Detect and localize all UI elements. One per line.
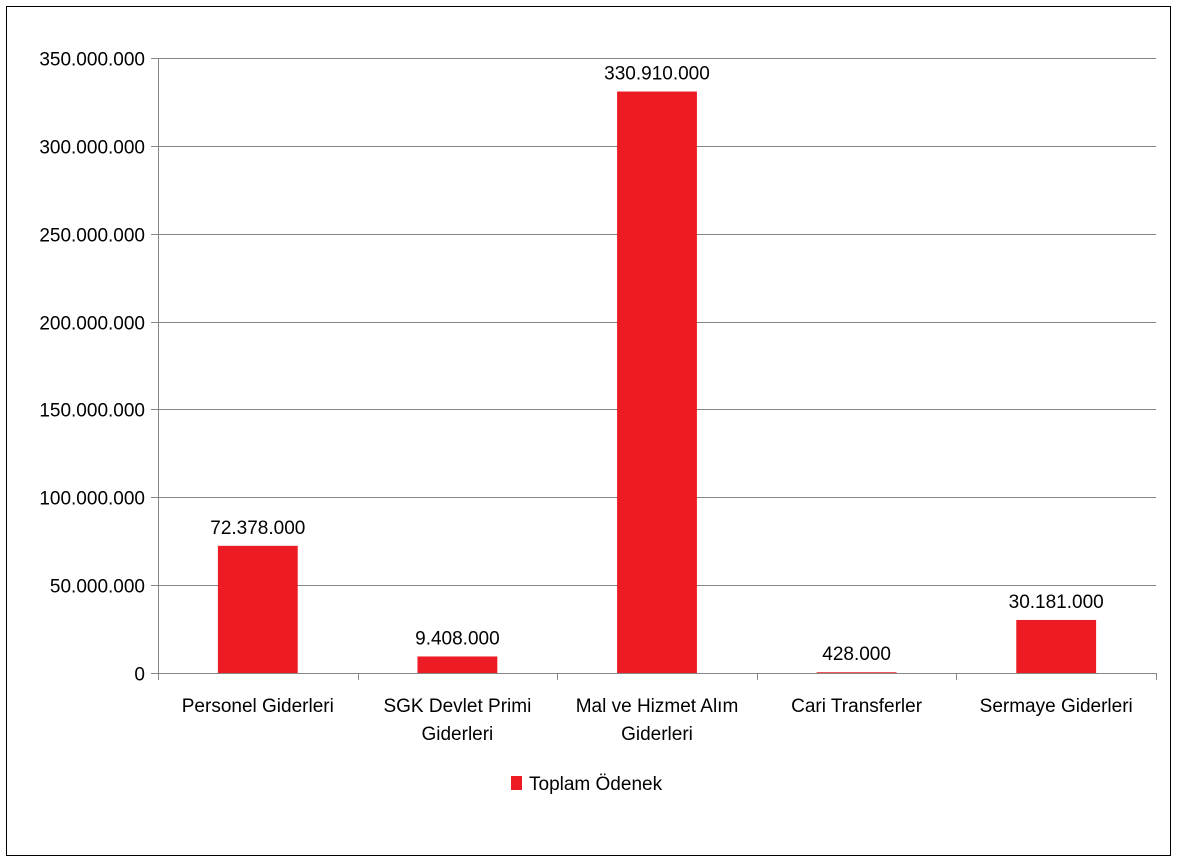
category-label-line: Cari Transferler — [791, 696, 923, 717]
category-label-line: Giderleri — [621, 724, 693, 745]
category-label-line: Personel Giderleri — [182, 696, 334, 717]
category-label-line: Mal ve Hizmet Alım — [576, 696, 739, 717]
data-label: 72.378.000 — [210, 518, 305, 539]
y-axis-ticks: 0 50.000.000 100.000.000 150.000.000 200.000… — [39, 50, 145, 686]
bar — [1016, 619, 1097, 673]
data-label: 9.408.000 — [415, 628, 500, 649]
x-axis — [151, 58, 1157, 680]
y-tick-label: 250.000.000 — [39, 226, 145, 247]
y-tick-label: 0 — [134, 665, 145, 686]
bar — [417, 656, 498, 673]
category-label-line: SGK Devlet Primi — [383, 696, 531, 717]
data-label: 428.000 — [822, 644, 891, 665]
legend-label: Toplam Ödenek — [529, 774, 663, 795]
y-tick-label: 200.000.000 — [39, 314, 145, 335]
y-tick-label: 150.000.000 — [39, 401, 145, 422]
y-tick-label: 50.000.000 — [50, 577, 145, 598]
data-label: 330.910.000 — [604, 64, 710, 85]
legend: Toplam Ödenek — [511, 774, 663, 795]
y-tick-label: 300.000.000 — [39, 138, 145, 159]
y-tick-label: 100.000.000 — [39, 489, 145, 510]
category-label: Sermaye Giderleri — [980, 696, 1133, 717]
category-label: Cari Transferler — [791, 696, 923, 717]
category-label-line: Giderleri — [421, 724, 493, 745]
category-labels: Personel Giderleri SGK Devlet Primi Giderl… — [182, 696, 1133, 745]
bar — [217, 545, 298, 673]
legend-swatch — [511, 776, 522, 790]
bar — [617, 91, 697, 674]
category-label: Personel Giderleri — [182, 696, 334, 717]
data-label: 30.181.000 — [1009, 592, 1104, 613]
bar — [816, 672, 897, 673]
category-label-line: Sermaye Giderleri — [980, 696, 1133, 717]
category-label: Mal ve Hizmet Alım Giderleri — [576, 696, 739, 745]
data-labels: 72.378.000 9.408.000 330.910.000 428.000 30.… — [210, 64, 1103, 666]
chart-frame — [6, 6, 1171, 856]
bars — [217, 91, 1097, 674]
category-label: SGK Devlet Primi Giderleri — [383, 696, 531, 745]
y-tick-label: 350.000.000 — [39, 50, 145, 71]
